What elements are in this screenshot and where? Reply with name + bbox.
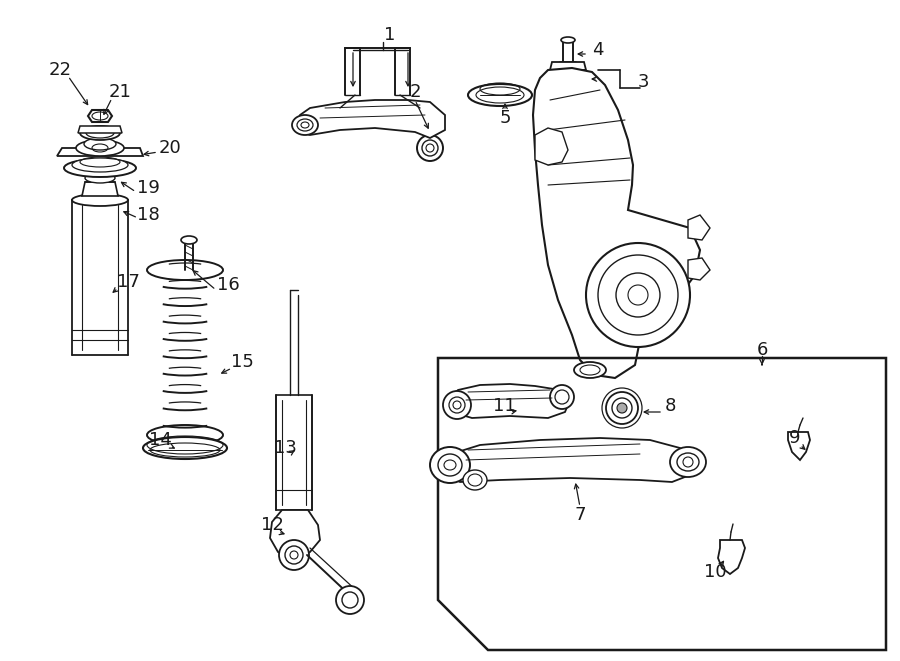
Polygon shape: [688, 215, 710, 240]
Ellipse shape: [292, 115, 318, 135]
Ellipse shape: [72, 158, 128, 172]
Polygon shape: [535, 128, 568, 165]
Ellipse shape: [336, 586, 364, 614]
Text: 2: 2: [410, 83, 421, 101]
Text: 1: 1: [384, 26, 396, 44]
Polygon shape: [82, 182, 118, 196]
Ellipse shape: [670, 447, 706, 477]
Text: 9: 9: [789, 429, 801, 447]
Text: 20: 20: [158, 139, 182, 157]
Text: 16: 16: [217, 276, 239, 294]
Ellipse shape: [85, 173, 115, 183]
Polygon shape: [295, 100, 445, 138]
Ellipse shape: [561, 37, 575, 43]
Text: 14: 14: [148, 431, 171, 449]
Ellipse shape: [617, 403, 627, 413]
Text: 22: 22: [49, 61, 71, 79]
Ellipse shape: [606, 392, 638, 424]
Ellipse shape: [76, 140, 124, 156]
Text: 4: 4: [592, 41, 604, 59]
Polygon shape: [550, 62, 586, 70]
Text: 18: 18: [137, 206, 159, 224]
Text: 10: 10: [704, 563, 726, 581]
Text: 7: 7: [574, 506, 586, 524]
Polygon shape: [88, 110, 112, 122]
Text: 13: 13: [274, 439, 296, 457]
Ellipse shape: [463, 470, 487, 490]
Polygon shape: [78, 126, 122, 133]
Ellipse shape: [84, 138, 116, 150]
Ellipse shape: [417, 135, 443, 161]
Ellipse shape: [181, 236, 197, 244]
Polygon shape: [533, 68, 700, 378]
Polygon shape: [788, 432, 810, 460]
Polygon shape: [442, 438, 695, 482]
Text: 19: 19: [137, 179, 159, 197]
Ellipse shape: [550, 385, 574, 409]
Text: 6: 6: [756, 341, 768, 359]
Ellipse shape: [72, 194, 128, 206]
Text: 21: 21: [109, 83, 131, 101]
Ellipse shape: [443, 391, 471, 419]
Ellipse shape: [574, 362, 606, 378]
Text: 5: 5: [500, 109, 511, 127]
Ellipse shape: [279, 540, 309, 570]
Text: 17: 17: [117, 273, 140, 291]
Ellipse shape: [430, 447, 470, 483]
Text: 11: 11: [492, 397, 516, 415]
Text: 8: 8: [664, 397, 676, 415]
Text: 12: 12: [261, 516, 284, 534]
Polygon shape: [57, 148, 143, 156]
Ellipse shape: [143, 437, 227, 459]
Polygon shape: [688, 258, 710, 280]
Ellipse shape: [64, 159, 136, 177]
Polygon shape: [270, 510, 320, 558]
Ellipse shape: [586, 243, 690, 347]
Polygon shape: [448, 384, 570, 418]
Text: 15: 15: [230, 353, 254, 371]
Ellipse shape: [468, 84, 532, 106]
Polygon shape: [718, 540, 745, 574]
Text: 3: 3: [637, 73, 649, 91]
Ellipse shape: [80, 126, 120, 140]
